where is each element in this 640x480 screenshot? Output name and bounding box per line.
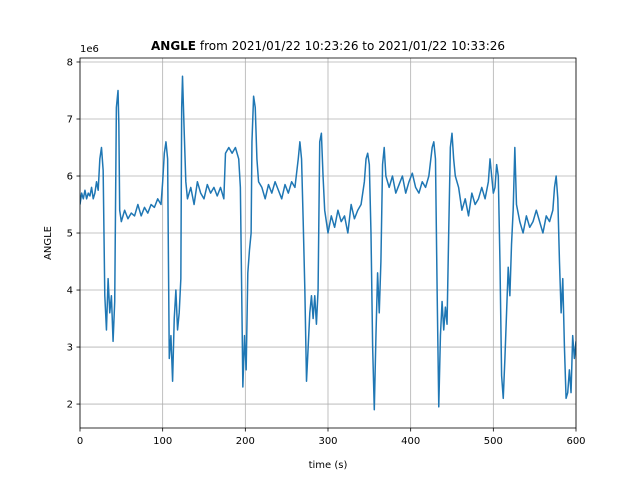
y-tick-label: 2 xyxy=(67,400,73,411)
title-bold: ANGLE xyxy=(151,39,196,53)
y-tick-label: 3 xyxy=(67,343,73,354)
y-offset-label: 1e6 xyxy=(80,44,99,55)
x-tick-label: 600 xyxy=(566,436,585,447)
y-tick-label: 6 xyxy=(67,172,73,183)
x-tick-label: 500 xyxy=(484,436,503,447)
y-axis-label: ANGLE xyxy=(43,226,54,260)
y-tick-label: 4 xyxy=(67,286,73,297)
y-tick-label: 7 xyxy=(67,115,73,126)
ticks: 0 100 200 300 400 500 600 2 3 4 5 6 7 8 xyxy=(67,57,586,447)
x-tick-label: 300 xyxy=(318,436,337,447)
x-tick-label: 0 xyxy=(77,436,83,447)
x-tick-label: 200 xyxy=(236,436,255,447)
y-tick-label: 5 xyxy=(67,229,73,240)
y-tick-label: 8 xyxy=(67,57,73,68)
x-tick-label: 100 xyxy=(153,436,172,447)
data-line xyxy=(80,75,576,411)
x-tick-label: 400 xyxy=(401,436,420,447)
chart-title: ANGLE from 2021/01/22 10:23:26 to 2021/0… xyxy=(151,39,505,53)
x-axis-label: time (s) xyxy=(309,460,348,471)
plot-area xyxy=(80,75,576,411)
title-rest: from 2021/01/22 10:23:26 to 2021/01/22 1… xyxy=(200,39,505,53)
